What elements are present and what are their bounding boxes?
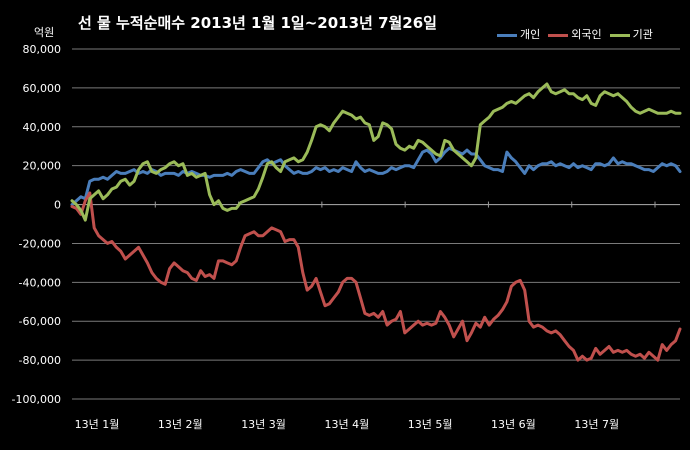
- x-tick-label: 13년 5월: [408, 418, 453, 431]
- series-line: [70, 146, 682, 207]
- y-tick-label: 80,000: [23, 43, 62, 56]
- legend-label: 기관: [632, 28, 653, 41]
- legend-item: 개인: [497, 26, 540, 42]
- y-tick-label: -20,000: [19, 237, 61, 250]
- series-line: [70, 82, 682, 222]
- y-tick-label: -60,000: [19, 315, 61, 328]
- legend-swatch: [497, 33, 517, 37]
- x-tick-label: 13년 7월: [574, 418, 619, 431]
- legend-swatch: [609, 33, 630, 37]
- x-tick-label: 13년 1월: [75, 418, 120, 431]
- chart-title: 선 물 누적순매수 2013년 1월 1일~2013년 7월26일: [78, 14, 437, 32]
- y-axis-unit-label: 억원: [34, 26, 55, 39]
- legend-item: 기관: [609, 26, 653, 42]
- x-tick-label: 13년 6월: [491, 418, 536, 431]
- legend-item: 외국인: [548, 26, 602, 42]
- y-tick-label: 0: [54, 199, 61, 212]
- legend-swatch: [548, 33, 569, 37]
- y-tick-label: -80,000: [19, 354, 61, 367]
- y-tick-label: 40,000: [23, 121, 62, 134]
- x-tick-label: 13년 4월: [324, 418, 369, 431]
- series-line: [70, 191, 682, 362]
- y-tick-label: 60,000: [23, 82, 62, 95]
- legend-label: 외국인: [571, 28, 602, 41]
- legend: 개인 외국인 기관: [497, 26, 661, 42]
- x-tick-label: 13년 2월: [158, 418, 203, 431]
- y-tick-label: -100,000: [12, 393, 61, 406]
- x-tick-label: 13년 3월: [241, 418, 286, 431]
- legend-label: 개인: [520, 28, 541, 41]
- y-tick-label: -40,000: [19, 276, 61, 289]
- y-tick-label: 20,000: [23, 160, 62, 173]
